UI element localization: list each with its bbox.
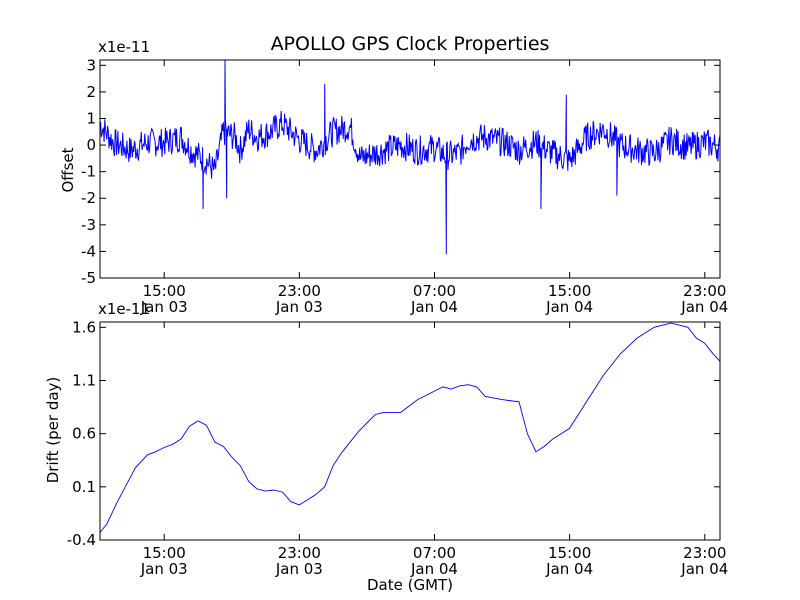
offset-y-ticks: 3 2 1 0 -1 -2 -3 -4 -5 xyxy=(81,56,720,287)
series-line xyxy=(99,322,721,533)
x-tick-date-label: Jan 04 xyxy=(410,560,458,578)
offset-line-group xyxy=(99,59,721,255)
x-tick-time-label: 15:00 xyxy=(143,544,186,562)
drift-line-group xyxy=(99,322,721,533)
y-tick-label: -5 xyxy=(81,269,96,287)
offset-y-axis-label: Offset xyxy=(59,147,77,192)
y-tick-label: 0.1 xyxy=(72,478,96,496)
drift-exponent-label: x1e-11 xyxy=(98,300,150,318)
y-tick-label: 0 xyxy=(86,136,96,154)
x-tick-date-label: Jan 03 xyxy=(275,560,323,578)
x-tick-time-label: 23:00 xyxy=(683,282,726,300)
x-tick-date-label: Jan 03 xyxy=(275,298,323,316)
x-tick-time-label: 15:00 xyxy=(548,544,591,562)
x-tick-time-label: 23:00 xyxy=(278,282,321,300)
x-axis-label: Date (GMT) xyxy=(367,576,453,594)
x-tick-time-label: 15:00 xyxy=(548,282,591,300)
y-tick-label: -3 xyxy=(81,216,96,234)
offset-exponent-label: x1e-11 xyxy=(98,38,150,56)
x-tick-time-label: 15:00 xyxy=(143,282,186,300)
y-tick-label: 2 xyxy=(86,83,96,101)
drift-axes-frame xyxy=(99,321,721,541)
x-tick-date-label: Jan 03 xyxy=(140,560,188,578)
drift-y-ticks: 1.6 1.1 0.6 0.1 -0.4 xyxy=(67,318,720,549)
y-tick-label: 1.6 xyxy=(72,318,96,336)
x-tick-time-label: 07:00 xyxy=(413,282,456,300)
y-tick-label: -4 xyxy=(81,242,96,260)
x-tick-time-label: 23:00 xyxy=(683,544,726,562)
x-tick-date-label: Jan 04 xyxy=(680,560,728,578)
x-tick-date-label: Jan 04 xyxy=(545,298,593,316)
drift-y-axis-label: Drift (per day) xyxy=(44,377,62,484)
series-line xyxy=(99,59,721,255)
chart-title: APOLLO GPS Clock Properties xyxy=(271,33,550,55)
y-tick-label: 0.6 xyxy=(72,425,96,443)
x-tick-date-label: Jan 03 xyxy=(140,298,188,316)
y-tick-label: 1.1 xyxy=(72,371,96,389)
x-tick-date-label: Jan 04 xyxy=(545,560,593,578)
y-tick-label: 3 xyxy=(86,56,96,74)
x-tick-date-label: Jan 04 xyxy=(680,298,728,316)
y-tick-label: -1 xyxy=(81,163,96,181)
x-tick-time-label: 07:00 xyxy=(413,544,456,562)
x-tick-date-label: Jan 04 xyxy=(410,298,458,316)
offset-axes-frame xyxy=(99,59,721,279)
y-tick-label: 1 xyxy=(86,109,96,127)
y-tick-label: -2 xyxy=(81,189,96,207)
x-tick-time-label: 23:00 xyxy=(278,544,321,562)
y-tick-label: -0.4 xyxy=(67,531,96,549)
